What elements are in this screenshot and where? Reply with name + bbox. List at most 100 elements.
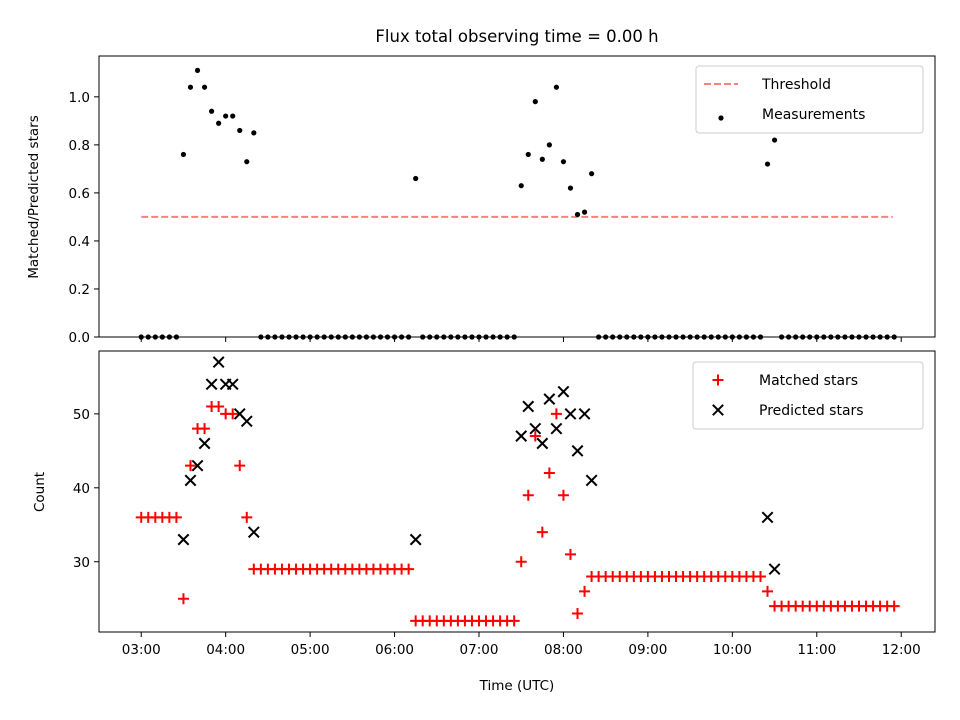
predicted-stars-point-21: [578, 407, 591, 420]
matched-stars-point-63: [579, 585, 591, 597]
y-tick-label: 40: [73, 481, 90, 497]
measurements-point-62: [574, 211, 581, 218]
y-tick-label: 30: [73, 555, 90, 571]
bottom-panel: 30 40 50 03:00 04:00 05:00 06:00 07:00 08:00 09:0…: [32, 350, 936, 658]
x-tick-label: 05:00: [291, 642, 330, 658]
predicted-stars-point-17: [550, 422, 563, 435]
matched-stars-point-6: [177, 593, 189, 605]
matched-stars-point-11: [213, 400, 225, 412]
matched-stars-point-88: [754, 571, 766, 583]
measurements-point-9: [201, 84, 208, 90]
top-legend: Threshold Measurements: [695, 65, 924, 134]
legend-box: [692, 361, 924, 430]
matched-stars-point-55: [522, 489, 534, 501]
legend-label: Predicted stars: [759, 403, 864, 419]
measurements-point-13: [230, 113, 236, 119]
top-plot-frame: [98, 55, 936, 338]
predicted-stars-point-15: [536, 437, 549, 450]
x-tick-label: 11:00: [797, 642, 836, 658]
matched-stars-point-53: [508, 615, 520, 627]
y-tick-label: 0.4: [69, 234, 90, 250]
measurements-point-57: [539, 156, 545, 162]
matched-stars-point-13: [227, 408, 239, 420]
predicted-stars-point-9: [240, 415, 253, 428]
y-tick-label: 0.8: [69, 138, 90, 154]
legend-label: Threshold: [761, 77, 831, 93]
predicted-stars-point-0: [177, 533, 190, 546]
predicted-stars-point-19: [564, 407, 577, 420]
bottom-plot-frame: [98, 350, 936, 633]
y-tick-label: 50: [73, 407, 90, 423]
measurements-point-63: [581, 209, 588, 215]
y-tick-label: 0.6: [69, 186, 90, 202]
predicted-stars-point-4: [205, 378, 218, 391]
matched-stars-point-56: [529, 430, 541, 442]
x-tick-label: 09:00: [628, 642, 667, 658]
predicted-stars-point-23: [761, 511, 774, 524]
predicted-stars-point-11: [409, 533, 422, 546]
y-tick-label: 0.2: [69, 282, 90, 298]
matched-stars-point-107: [888, 600, 900, 612]
predicted-stars-point-22: [585, 474, 598, 487]
predicted-stars-point-10: [247, 526, 260, 539]
matched-stars-point-61: [564, 548, 576, 560]
measurements-point-60: [560, 159, 567, 165]
measurements-point-15: [244, 159, 250, 165]
x-axis-label: Time (UTC): [479, 678, 555, 694]
measurements-point-11: [216, 120, 222, 126]
predicted-stars-point-5: [212, 356, 225, 368]
measurements-point-89: [764, 161, 771, 167]
top-panel: 0.0 0.2 0.4 0.6 0.8 1.0 Matched/Predicted sta…: [26, 55, 936, 346]
legend-label: Measurements: [762, 107, 865, 123]
matched-stars-point-89: [762, 585, 774, 597]
matched-stars-point-15: [241, 511, 253, 523]
matched-stars-point-14: [234, 460, 246, 472]
predicted-stars-point-1: [184, 474, 197, 487]
predicted-stars-point-24: [768, 563, 781, 576]
predicted-stars-point-3: [198, 437, 211, 450]
bottom-data-marks: [135, 356, 900, 627]
matched-stars-point-59: [550, 408, 562, 420]
x-tick-label: 07:00: [460, 642, 499, 658]
matched-stars-point-60: [557, 489, 569, 501]
legend-dot-swatch: [718, 115, 724, 121]
predicted-stars-point-13: [522, 400, 535, 413]
x-tick-label: 10:00: [713, 642, 752, 658]
matched-stars-point-7: [184, 460, 196, 472]
measurements-point-90: [771, 137, 778, 143]
measurements-point-39: [413, 175, 419, 182]
y-tick-label: 0.0: [69, 330, 90, 346]
matched-stars-point-62: [572, 608, 584, 620]
legend-x-swatch: [712, 404, 724, 416]
measurements-point-7: [187, 84, 194, 90]
measurements-point-12: [223, 113, 229, 119]
measurements-point-59: [553, 84, 560, 90]
bottom-axes: 30 40 50 03:00 04:00 05:00 06:00 07:00 08:00 09:0…: [73, 407, 921, 658]
matched-stars-point-54: [515, 556, 527, 568]
matched-stars-point-9: [199, 423, 211, 435]
legend-plus-swatch: [712, 374, 724, 386]
top-y-axis-label: Matched/Predicted stars: [26, 115, 42, 278]
predicted-stars-point-12: [515, 430, 528, 442]
x-tick-label: 08:00: [544, 642, 583, 658]
measurements-point-54: [518, 183, 524, 189]
predicted-stars-point-16: [543, 393, 556, 405]
x-tick-label: 12:00: [882, 642, 921, 658]
x-tick-label: 06:00: [375, 642, 414, 658]
x-tick-label: 03:00: [122, 642, 161, 658]
figure-title: Flux total observing time = 0.00 h: [375, 27, 658, 46]
bottom-legend: Matched stars Predicted stars: [692, 361, 924, 430]
predicted-stars-point-20: [571, 444, 584, 457]
matched-stars-point-57: [536, 526, 548, 538]
bottom-y-axis-label: Count: [32, 472, 48, 512]
predicted-stars-point-14: [529, 422, 542, 435]
measurements-point-58: [546, 142, 552, 148]
measurements-point-16: [251, 130, 257, 136]
measurements-point-8: [194, 67, 201, 74]
legend-box: [695, 65, 924, 134]
measurements-point-56: [532, 99, 538, 105]
x-tick-label: 04:00: [206, 642, 245, 658]
measurements-point-61: [567, 185, 574, 191]
y-tick-label: 1.0: [69, 90, 90, 106]
